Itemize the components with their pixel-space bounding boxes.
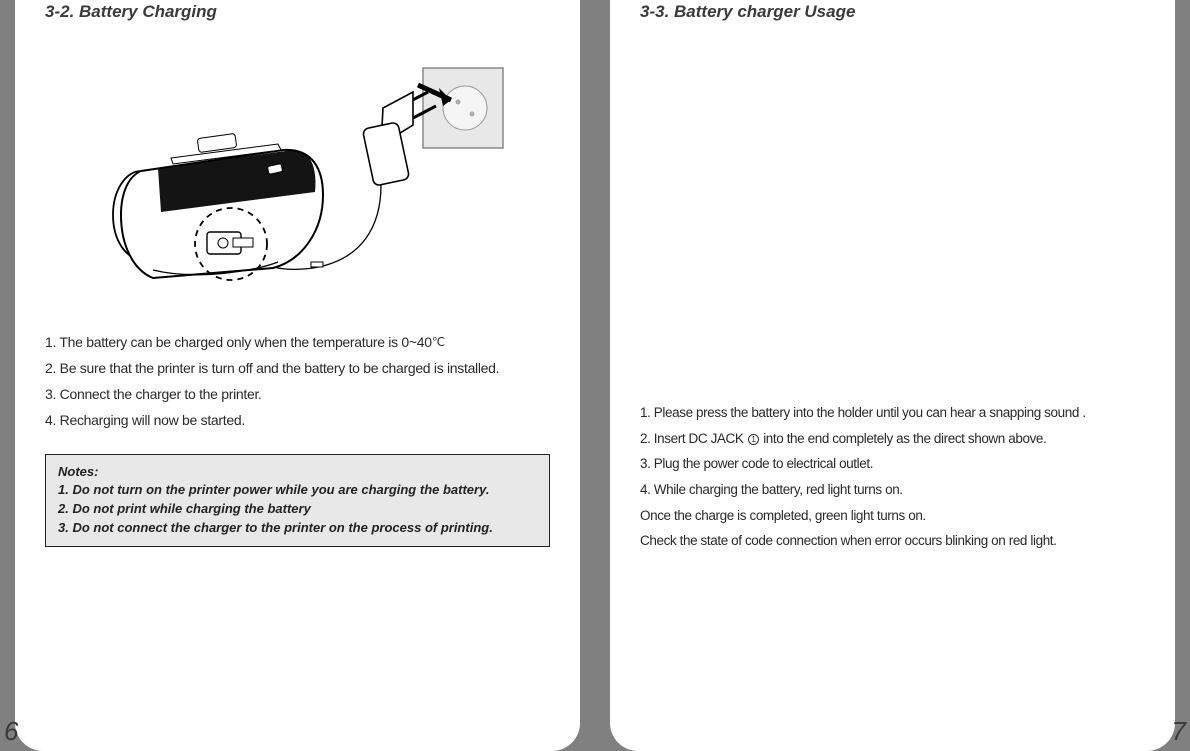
page-title-right: 3-3. Battery charger Usage	[640, 2, 1145, 22]
instruction-item: Check the state of code connection when …	[640, 528, 1145, 554]
notes-item: 2. Do not print while charging the batte…	[58, 501, 311, 516]
page-right: 3-3. Battery charger Usage 1. Please pre…	[610, 0, 1175, 751]
notes-item: 3. Do not connect the charger to the pri…	[58, 520, 493, 535]
notes-box: Notes: 1. Do not turn on the printer pow…	[45, 454, 550, 547]
page-number-left: 6	[4, 716, 18, 747]
instruction-item: 1. The battery can be charged only when …	[45, 330, 550, 356]
instruction-item: 2. Be sure that the printer is turn off …	[45, 356, 550, 382]
right-instructions: 1. Please press the battery into the hol…	[640, 400, 1145, 554]
instruction-item: Once the charge is completed, green ligh…	[640, 503, 1145, 529]
page-number-right: 7	[1172, 716, 1186, 747]
charging-illustration	[45, 50, 550, 290]
instruction-item: 3. Connect the charger to the printer.	[45, 382, 550, 408]
charger-usage-illustration	[640, 50, 1145, 360]
instruction-item: 3. Plug the power code to electrical out…	[640, 451, 1145, 477]
instruction-item: 1. Please press the battery into the hol…	[640, 400, 1145, 426]
page-title-left: 3-2. Battery Charging	[45, 2, 550, 22]
instruction-item: 2. Insert DC JACK 1 into the end complet…	[640, 426, 1145, 452]
instruction-item: 4. Recharging will now be started.	[45, 408, 550, 434]
page-left: 3-2. Battery Charging	[15, 0, 580, 751]
notes-heading: Notes:	[58, 463, 537, 482]
instruction-item: 4. While charging the battery, red light…	[640, 477, 1145, 503]
left-instructions: 1. The battery can be charged only when …	[45, 330, 550, 434]
page-spread: 3-2. Battery Charging	[0, 0, 1190, 751]
notes-item: 1. Do not turn on the printer power whil…	[58, 482, 489, 497]
